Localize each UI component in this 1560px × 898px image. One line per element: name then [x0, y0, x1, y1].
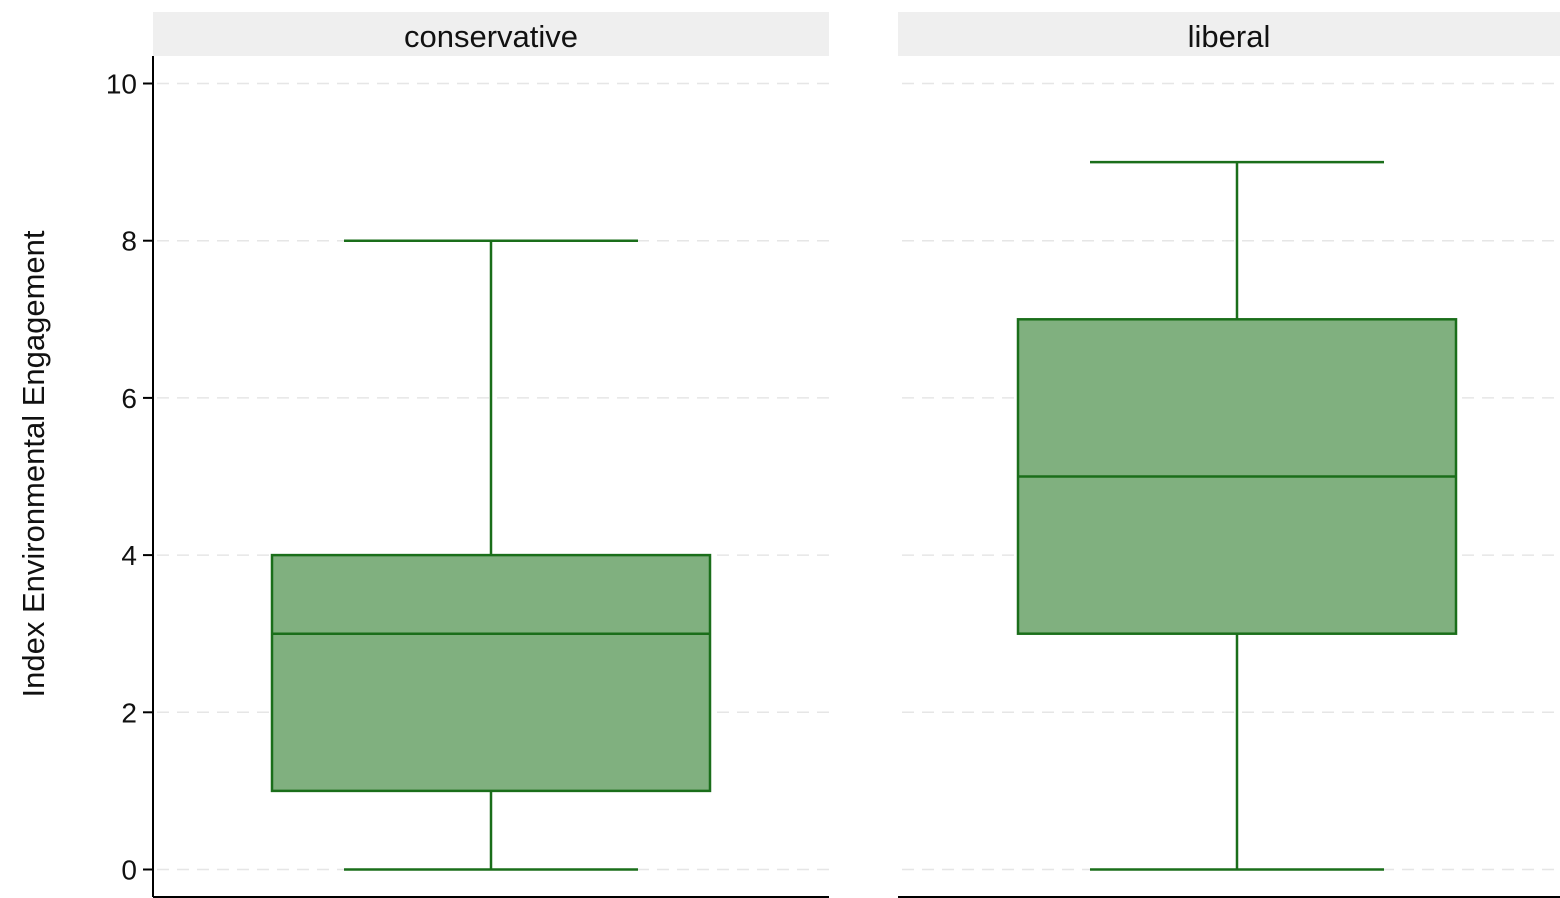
panel-layer: conservative liberal: [153, 12, 1560, 898]
iqr-box: [270, 553, 712, 793]
y-tick-label: 2: [121, 697, 137, 728]
panel-conservative: conservative: [153, 12, 829, 898]
panel-strip: [898, 12, 1560, 56]
y-tick-label: 0: [121, 854, 137, 885]
y-axis-label: Index Environmental Engagement: [16, 230, 51, 697]
panel-title: conservative: [404, 19, 578, 54]
y-tick-label: 8: [121, 226, 137, 257]
y-tick-label: 4: [121, 540, 137, 571]
y-tick-label: 10: [106, 69, 137, 100]
panel-title: liberal: [1188, 19, 1271, 54]
panel-strip: [153, 12, 829, 56]
y-axis: 0 2 4 6 8 10: [106, 56, 154, 897]
y-tick-label: 6: [121, 383, 137, 414]
panel-liberal: liberal: [898, 12, 1560, 898]
